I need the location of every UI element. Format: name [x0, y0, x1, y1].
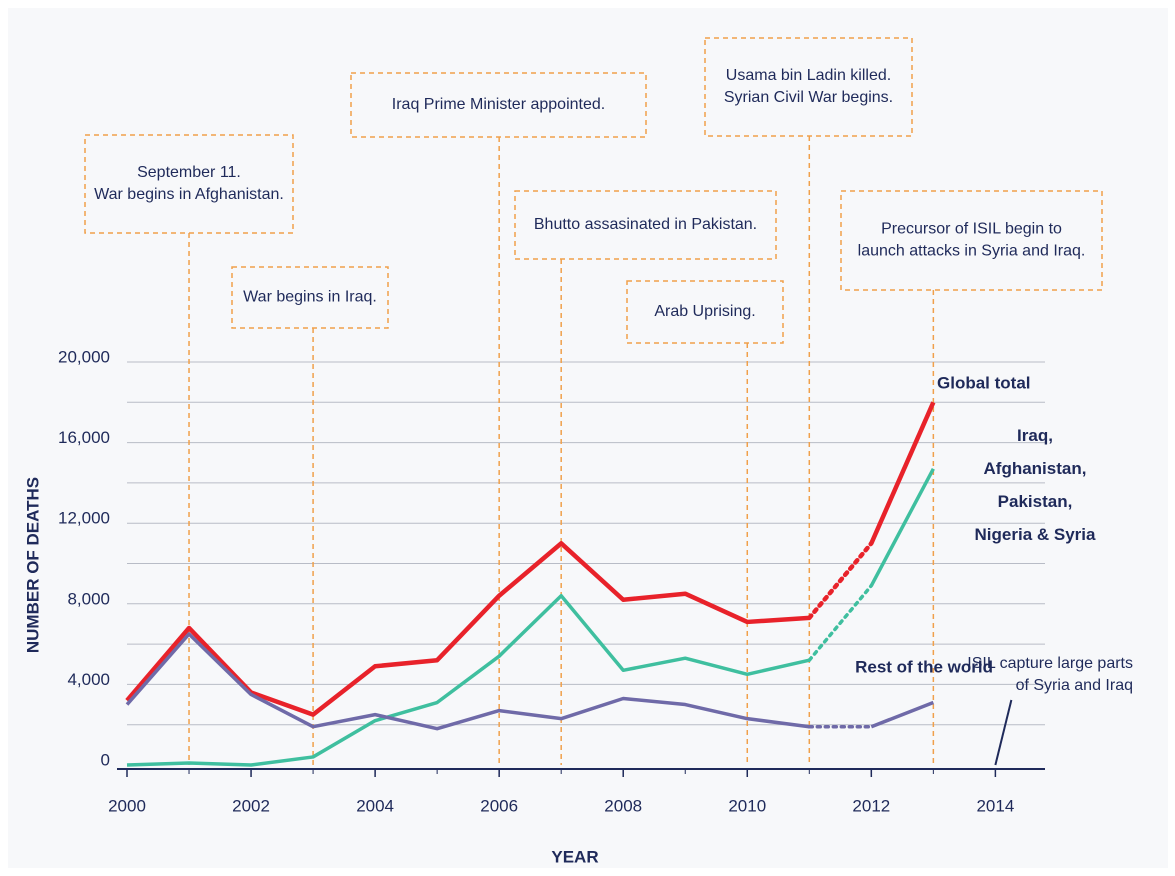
annotation-text: Arab Uprising. [654, 303, 755, 320]
line [125, 541, 810, 717]
y-tick-label: 20,000 [58, 347, 110, 366]
x-tick-label: 2010 [728, 796, 766, 815]
line [869, 467, 935, 587]
annotation-text: ISIL capture large parts [967, 655, 1133, 672]
annotation-text: Iraq Prime Minister appointed. [392, 96, 605, 113]
line [870, 700, 934, 729]
line [125, 632, 810, 731]
y-axis-label: NUMBER OF DEATHS [23, 477, 42, 653]
annotation-box [514, 190, 777, 260]
line-dotted [807, 583, 874, 662]
x-tick-label: 2006 [480, 796, 518, 815]
y-tick-label: 4,000 [67, 670, 110, 689]
x-axis-label: YEAR [551, 847, 598, 866]
legend-label-line: Iraq, [1017, 426, 1053, 445]
legend-label-line: Afghanistan, [984, 459, 1087, 478]
line [869, 401, 936, 545]
annotation-text: War begins in Afghanistan. [94, 186, 284, 203]
x-tick-label: 2012 [852, 796, 890, 815]
x-tick-label: 2014 [976, 796, 1014, 815]
annotation-text: September 11. [137, 164, 241, 181]
annotation-text: Syrian Civil War begins. [724, 89, 893, 106]
annotation-text: War begins in Iraq. [243, 289, 377, 306]
y-tick-label: 16,000 [58, 428, 110, 447]
x-tick-label: 2000 [108, 796, 146, 815]
legend-label: Rest of the world [855, 657, 993, 676]
annotation-text: Usama bin Ladin killed. [726, 67, 891, 84]
annotation-text: Precursor of ISIL begin to [881, 221, 1062, 238]
annotation-box [704, 37, 913, 137]
legend-label-line: Pakistan, [998, 492, 1073, 511]
y-tick-label: 0 [101, 750, 110, 769]
x-tick-label: 2004 [356, 796, 394, 815]
annotation-text: Bhutto assasinated in Pakistan. [534, 216, 757, 233]
legend-label-line: Nigeria & Syria [975, 525, 1096, 544]
line [126, 593, 810, 767]
x-tick-label: 2002 [232, 796, 270, 815]
y-tick-label: 8,000 [67, 589, 110, 608]
legend-label: Global total [937, 373, 1031, 392]
annotation-box [626, 280, 784, 344]
y-tick-label: 12,000 [58, 509, 110, 528]
legend-label: Iraq, Afghanistan, Pakistan, Nigeria & Syri… [975, 426, 1096, 544]
annotation-text: launch attacks in Syria and Iraq. [858, 243, 1086, 260]
line-dotted [807, 541, 874, 621]
annotation-text: of Syria and Iraq [1016, 677, 1133, 694]
annotation-line [994, 699, 1013, 766]
x-tick-label: 2008 [604, 796, 642, 815]
annotation-box [840, 190, 1103, 291]
